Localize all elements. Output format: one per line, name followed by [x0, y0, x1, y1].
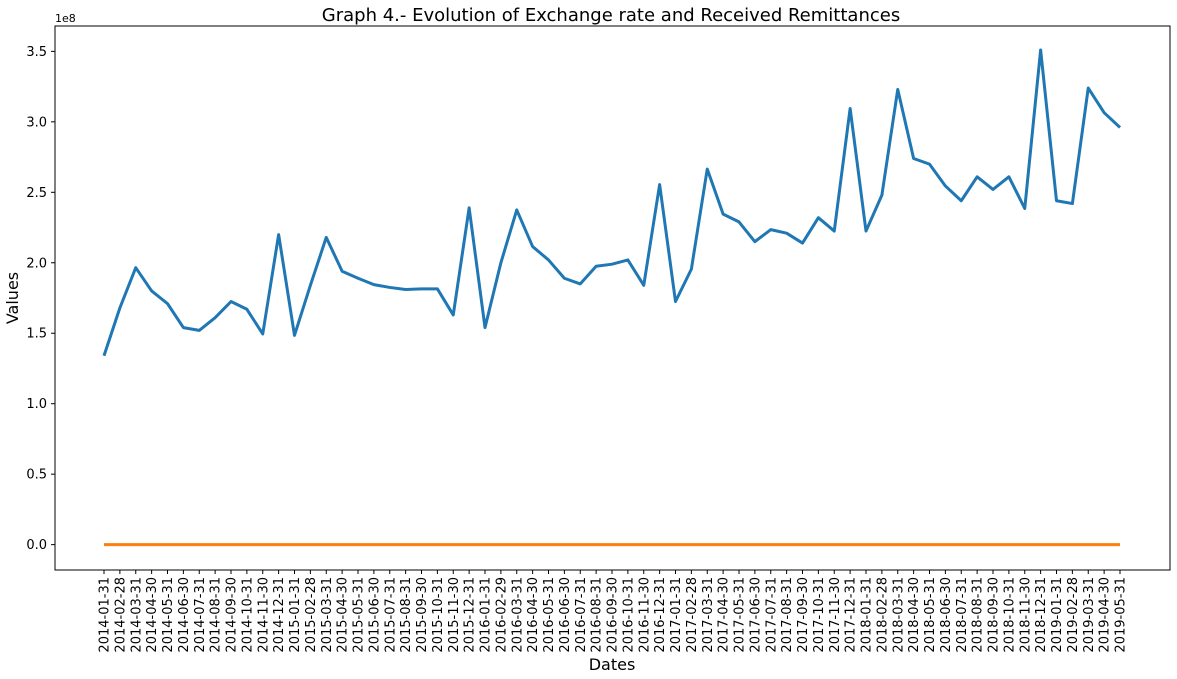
x-tick-label: 2018-02-28	[875, 577, 890, 653]
x-tick-label: 2015-12-31	[463, 577, 478, 653]
x-tick-label: 2016-09-30	[606, 577, 621, 653]
x-tick-label: 2016-03-31	[510, 577, 525, 653]
x-tick-label: 2018-10-31	[1002, 577, 1017, 653]
x-tick-label: 2018-07-31	[955, 577, 970, 653]
x-tick-label: 2018-01-31	[860, 577, 875, 653]
x-tick-label: 2016-08-31	[590, 577, 605, 653]
x-tick-label: 2018-12-31	[1034, 577, 1049, 653]
x-tick-label: 2018-04-30	[907, 577, 922, 653]
y-axis-label: Values	[3, 272, 22, 324]
x-tick-label: 2016-06-30	[558, 577, 573, 653]
x-tick-label: 2014-12-31	[272, 577, 287, 653]
x-tick-label: 2014-08-31	[209, 577, 224, 653]
x-tick-label: 2017-03-31	[701, 577, 716, 653]
x-tick-label: 2015-05-31	[352, 577, 367, 653]
x-tick-label: 2017-10-31	[812, 577, 827, 653]
x-tick-label: 2014-07-31	[193, 577, 208, 653]
y-tick-label: 2.0	[26, 256, 47, 271]
x-tick-label: 2014-06-30	[177, 577, 192, 653]
x-tick-label: 2017-11-30	[828, 577, 843, 653]
x-tick-label: 2014-09-30	[225, 577, 240, 653]
x-tick-label: 2015-10-31	[431, 577, 446, 653]
x-tick-label: 2016-12-31	[653, 577, 668, 653]
x-tick-label: 2016-02-29	[494, 577, 509, 653]
x-tick-label: 2014-10-31	[240, 577, 255, 653]
x-tick-label: 2016-11-30	[637, 577, 652, 653]
x-tick-label: 2018-11-30	[1018, 577, 1033, 653]
x-tick-label: 2017-08-31	[780, 577, 795, 653]
x-tick-label: 2015-02-28	[304, 577, 319, 653]
x-tick-label: 2015-03-31	[320, 577, 335, 653]
x-tick-label: 2015-04-30	[336, 577, 351, 653]
y-tick-label: 3.0	[26, 115, 47, 130]
x-tick-label: 2016-05-31	[542, 577, 557, 653]
x-tick-label: 2019-02-28	[1066, 577, 1081, 653]
y-tick-label: 3.5	[26, 45, 47, 60]
y-tick-label: 1.0	[26, 397, 47, 412]
x-tick-label: 2019-05-31	[1114, 577, 1129, 653]
y-tick-label: 0.5	[26, 468, 47, 483]
x-tick-label: 2017-01-31	[669, 577, 684, 653]
y-tick-label: 1.5	[26, 327, 47, 342]
x-tick-label: 2019-03-31	[1082, 577, 1097, 653]
plot-frame	[54, 25, 1171, 571]
x-tick-label: 2015-07-31	[383, 577, 398, 653]
x-tick-label: 2014-02-28	[113, 577, 128, 653]
x-tick-label: 2014-04-30	[145, 577, 160, 653]
x-tick-label: 2016-01-31	[479, 577, 494, 653]
x-tick-label: 2016-07-31	[574, 577, 589, 653]
x-tick-label: 2016-10-31	[621, 577, 636, 653]
x-tick-label: 2019-04-30	[1098, 577, 1113, 653]
x-tick-label: 2018-03-31	[891, 577, 906, 653]
x-tick-label: 2017-04-30	[717, 577, 732, 653]
x-tick-label: 2018-06-30	[939, 577, 954, 653]
x-tick-label: 2015-09-30	[415, 577, 430, 653]
x-tick-label: 2016-04-30	[526, 577, 541, 653]
x-tick-label: 2018-05-31	[923, 577, 938, 653]
x-tick-label: 2015-11-30	[447, 577, 462, 653]
chart-title: Graph 4.- Evolution of Exchange rate and…	[322, 5, 900, 26]
x-tick-label: 2014-03-31	[129, 577, 144, 653]
y-tick-label: 0.0	[26, 538, 47, 553]
x-tick-label: 2017-09-30	[796, 577, 811, 653]
x-tick-label: 2017-05-31	[733, 577, 748, 653]
x-tick-label: 2015-06-30	[367, 577, 382, 653]
series-line-1	[102, 48, 1122, 357]
x-tick-label: 2014-11-30	[256, 577, 271, 653]
x-tick-label: 2017-07-31	[764, 577, 779, 653]
x-tick-label: 2018-08-31	[971, 577, 986, 653]
x-tick-label: 2014-05-31	[161, 577, 176, 653]
x-tick-label: 2015-01-31	[288, 577, 303, 653]
x-axis-label: Dates	[589, 655, 636, 674]
y-tick-label: 2.5	[26, 186, 47, 201]
x-tick-label: 2019-01-31	[1050, 577, 1065, 653]
x-tick-label: 2017-02-28	[685, 577, 700, 653]
x-tick-label: 2015-08-31	[399, 577, 414, 653]
x-tick-label: 2017-06-30	[748, 577, 763, 653]
y-axis-offset-label: 1e8	[55, 12, 76, 25]
x-tick-label: 2018-09-30	[987, 577, 1002, 653]
x-tick-label: 2014-01-31	[98, 577, 113, 653]
x-tick-label: 2017-12-31	[844, 577, 859, 653]
